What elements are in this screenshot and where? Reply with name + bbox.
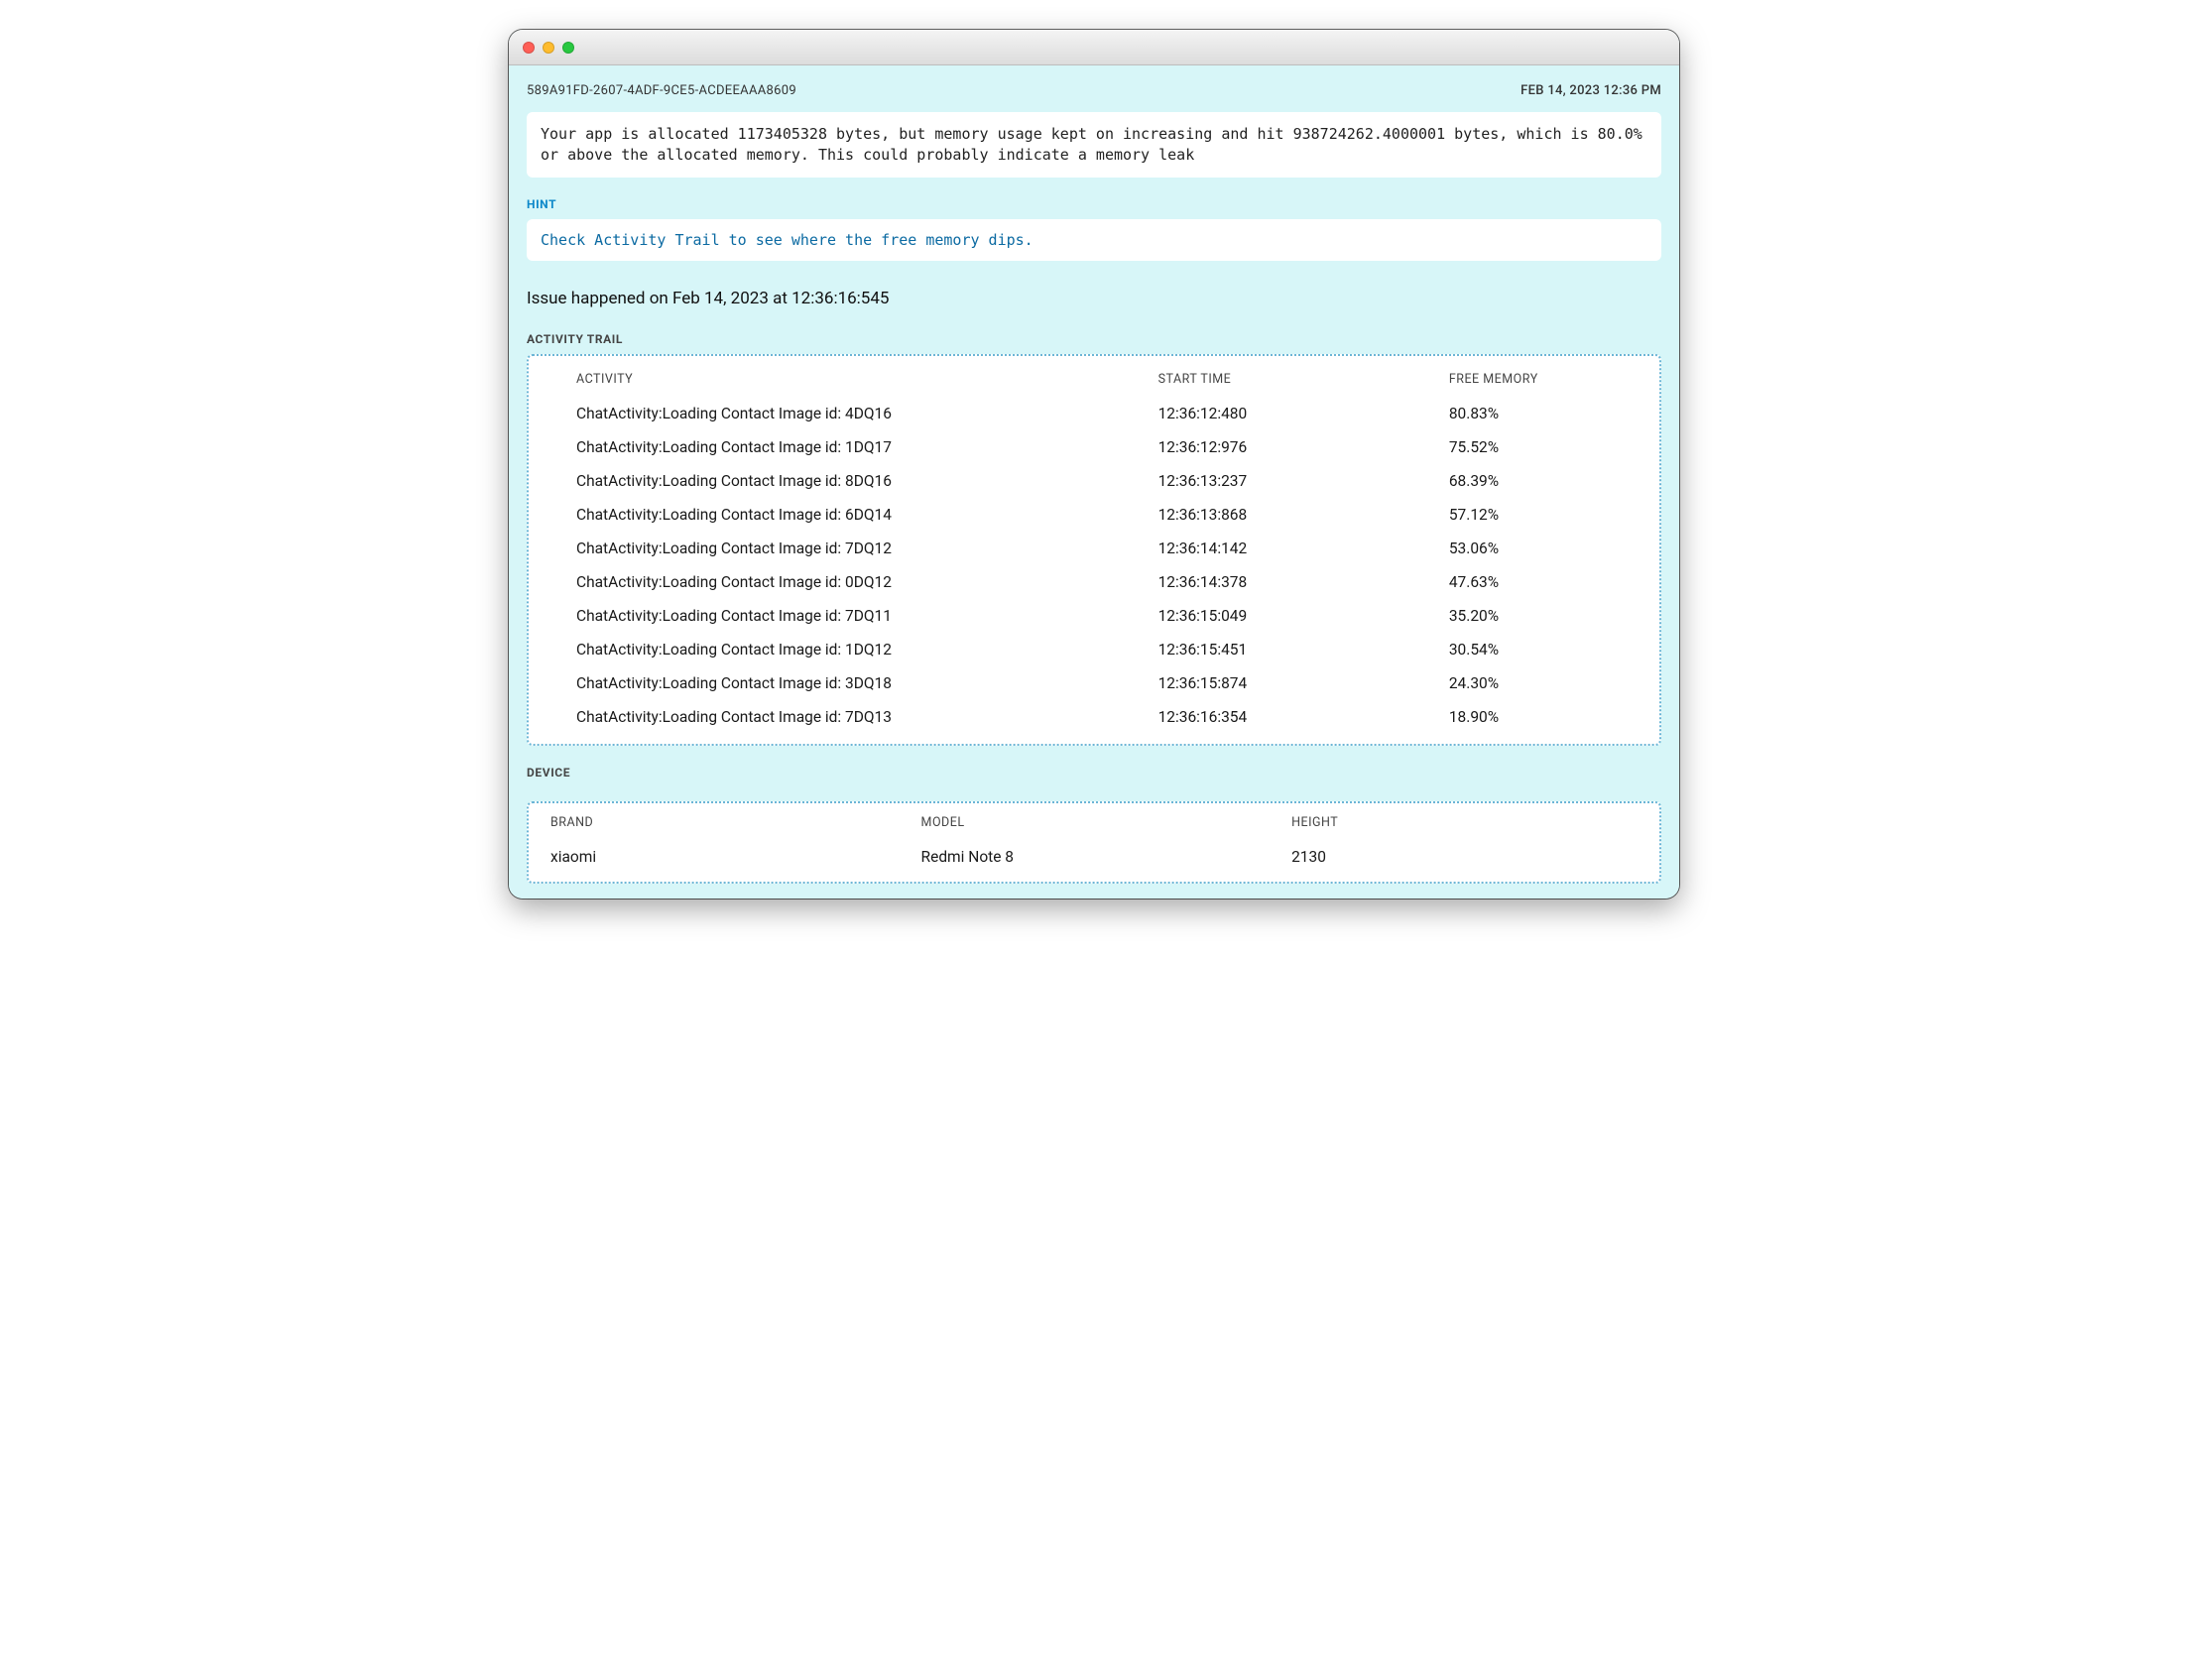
free-memory-cell: 30.54% [1407, 633, 1653, 666]
table-row: ChatActivity:Loading Contact Image id: 1… [535, 430, 1653, 464]
table-row: ChatActivity:Loading Contact Image id: 3… [535, 666, 1653, 700]
activity-cell: ChatActivity:Loading Contact Image id: 0… [535, 565, 1117, 599]
device-model: Redmi Note 8 [904, 840, 1275, 874]
titlebar [509, 30, 1679, 65]
col-header-brand: BRAND [533, 809, 904, 840]
activity-cell: ChatActivity:Loading Contact Image id: 7… [535, 599, 1117, 633]
window-minimize-icon[interactable] [543, 42, 554, 54]
table-row: ChatActivity:Loading Contact Image id: 7… [535, 532, 1653, 565]
free-memory-cell: 80.83% [1407, 397, 1653, 430]
start-time-cell: 12:36:13:237 [1117, 464, 1407, 498]
activity-cell: ChatActivity:Loading Contact Image id: 6… [535, 498, 1117, 532]
activity-cell: ChatActivity:Loading Contact Image id: 1… [535, 430, 1117, 464]
table-row: ChatActivity:Loading Contact Image id: 7… [535, 700, 1653, 734]
window: 589A91FD-2607-4ADF-9CE5-ACDEEAAA8609 FEB… [509, 30, 1679, 899]
start-time-cell: 12:36:14:142 [1117, 532, 1407, 565]
hint-panel: Check Activity Trail to see where the fr… [527, 219, 1661, 261]
session-id: 589A91FD-2607-4ADF-9CE5-ACDEEAAA8609 [527, 83, 796, 98]
report-header: 589A91FD-2607-4ADF-9CE5-ACDEEAAA8609 FEB… [527, 83, 1661, 98]
table-row: ChatActivity:Loading Contact Image id: 4… [535, 397, 1653, 430]
activity-cell: ChatActivity:Loading Contact Image id: 7… [535, 532, 1117, 565]
free-memory-cell: 75.52% [1407, 430, 1653, 464]
device-label: DEVICE [527, 766, 1661, 780]
device-box: BRAND MODEL HEIGHT xiaomi Redmi Note 8 2… [527, 801, 1661, 884]
table-row: ChatActivity:Loading Contact Image id: 8… [535, 464, 1653, 498]
col-header-free-memory: FREE MEMORY [1407, 366, 1653, 397]
device-brand: xiaomi [533, 840, 904, 874]
memory-leak-message: Your app is allocated 1173405328 bytes, … [541, 124, 1647, 166]
start-time-cell: 12:36:14:378 [1117, 565, 1407, 599]
free-memory-cell: 57.12% [1407, 498, 1653, 532]
device-row: xiaomi Redmi Note 8 2130 [533, 840, 1655, 874]
start-time-cell: 12:36:13:868 [1117, 498, 1407, 532]
activity-trail-label: ACTIVITY TRAIL [527, 332, 1661, 346]
free-memory-cell: 24.30% [1407, 666, 1653, 700]
start-time-cell: 12:36:12:976 [1117, 430, 1407, 464]
message-panel: Your app is allocated 1173405328 bytes, … [527, 112, 1661, 178]
report-timestamp: FEB 14, 2023 12:36 PM [1520, 83, 1661, 98]
free-memory-cell: 18.90% [1407, 700, 1653, 734]
hint-label: HINT [527, 197, 1661, 211]
activity-cell: ChatActivity:Loading Contact Image id: 1… [535, 633, 1117, 666]
activity-trail-table: ACTIVITY START TIME FREE MEMORY ChatActi… [535, 366, 1653, 734]
col-header-start-time: START TIME [1117, 366, 1407, 397]
free-memory-cell: 53.06% [1407, 532, 1653, 565]
table-row: ChatActivity:Loading Contact Image id: 7… [535, 599, 1653, 633]
table-row: ChatActivity:Loading Contact Image id: 6… [535, 498, 1653, 532]
table-row: ChatActivity:Loading Contact Image id: 0… [535, 565, 1653, 599]
free-memory-cell: 47.63% [1407, 565, 1653, 599]
start-time-cell: 12:36:15:049 [1117, 599, 1407, 633]
device-table: BRAND MODEL HEIGHT xiaomi Redmi Note 8 2… [533, 809, 1655, 874]
activity-cell: ChatActivity:Loading Contact Image id: 8… [535, 464, 1117, 498]
report-body: 589A91FD-2607-4ADF-9CE5-ACDEEAAA8609 FEB… [509, 65, 1679, 899]
start-time-cell: 12:36:16:354 [1117, 700, 1407, 734]
free-memory-cell: 35.20% [1407, 599, 1653, 633]
start-time-cell: 12:36:15:874 [1117, 666, 1407, 700]
activity-cell: ChatActivity:Loading Contact Image id: 4… [535, 397, 1117, 430]
col-header-height: HEIGHT [1274, 809, 1655, 840]
activity-cell: ChatActivity:Loading Contact Image id: 7… [535, 700, 1117, 734]
free-memory-cell: 68.39% [1407, 464, 1653, 498]
activity-trail-box: ACTIVITY START TIME FREE MEMORY ChatActi… [527, 354, 1661, 746]
col-header-activity: ACTIVITY [535, 366, 1117, 397]
table-row: ChatActivity:Loading Contact Image id: 1… [535, 633, 1653, 666]
start-time-cell: 12:36:12:480 [1117, 397, 1407, 430]
device-height: 2130 [1274, 840, 1655, 874]
hint-text: Check Activity Trail to see where the fr… [541, 231, 1647, 249]
start-time-cell: 12:36:15:451 [1117, 633, 1407, 666]
window-close-icon[interactable] [523, 42, 535, 54]
activity-cell: ChatActivity:Loading Contact Image id: 3… [535, 666, 1117, 700]
window-zoom-icon[interactable] [562, 42, 574, 54]
issue-timestamp-line: Issue happened on Feb 14, 2023 at 12:36:… [527, 289, 1661, 308]
col-header-model: MODEL [904, 809, 1275, 840]
